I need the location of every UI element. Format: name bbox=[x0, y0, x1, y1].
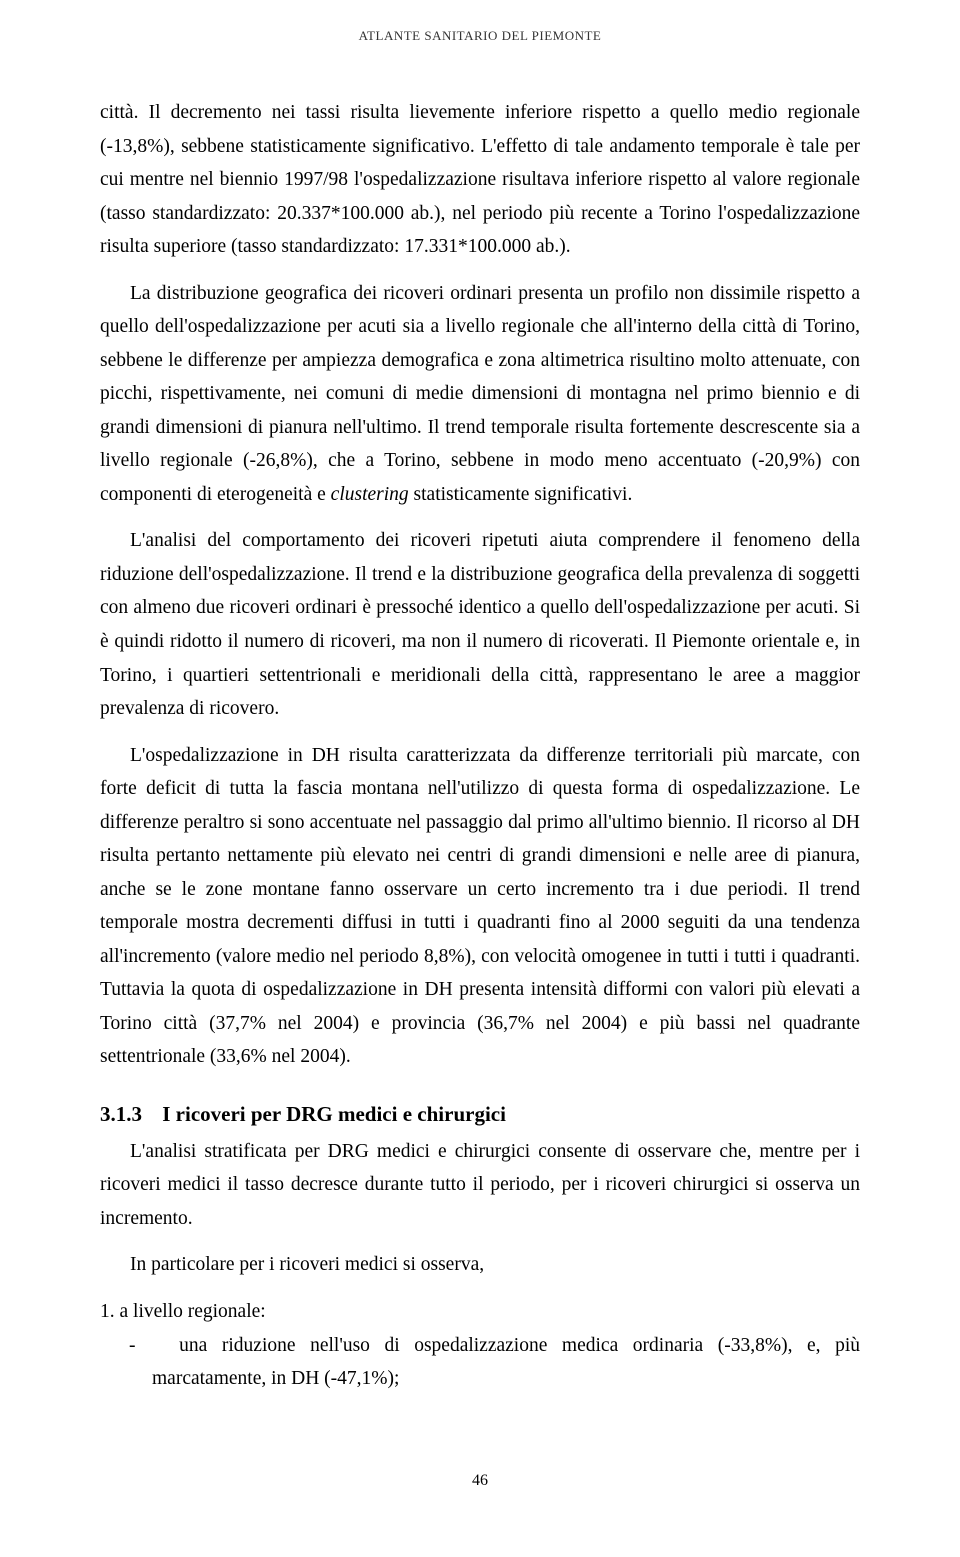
paragraph-2-part2: statisticamente significativi. bbox=[409, 484, 633, 505]
section-title: I ricoveri per DRG medici e chirurgici bbox=[162, 1102, 506, 1126]
paragraph-3: L'analisi del comportamento dei ricoveri… bbox=[100, 524, 860, 725]
section-number: 3.1.3 bbox=[100, 1102, 142, 1126]
list-text: a livello regionale: bbox=[120, 1301, 266, 1322]
paragraph-1: città. Il decremento nei tassi risulta l… bbox=[100, 96, 860, 264]
page-number: 46 bbox=[100, 1472, 860, 1490]
list-item-regional: 1. a livello regionale: bbox=[100, 1295, 860, 1329]
list-item-dash: - una riduzione nell'uso di ospedalizzaz… bbox=[100, 1329, 860, 1396]
dash-prefix: - bbox=[129, 1335, 136, 1356]
paragraph-2-italic: clustering bbox=[331, 484, 409, 505]
paragraph-2: La distribuzione geografica dei ricoveri… bbox=[100, 277, 860, 512]
document-header: ATLANTE SANITARIO DEL PIEMONTE bbox=[100, 28, 860, 44]
paragraph-4: L'ospedalizzazione in DH risulta caratte… bbox=[100, 739, 860, 1074]
list-number: 1. bbox=[100, 1301, 115, 1322]
paragraph-5: L'analisi stratificata per DRG medici e … bbox=[100, 1135, 860, 1236]
paragraph-6: In particolare per i ricoveri medici si … bbox=[100, 1248, 860, 1282]
dash-text: una riduzione nell'uso di ospedalizzazio… bbox=[152, 1335, 860, 1390]
paragraph-2-part1: La distribuzione geografica dei ricoveri… bbox=[100, 283, 860, 505]
section-heading: 3.1.3 I ricoveri per DRG medici e chirur… bbox=[100, 1102, 860, 1127]
